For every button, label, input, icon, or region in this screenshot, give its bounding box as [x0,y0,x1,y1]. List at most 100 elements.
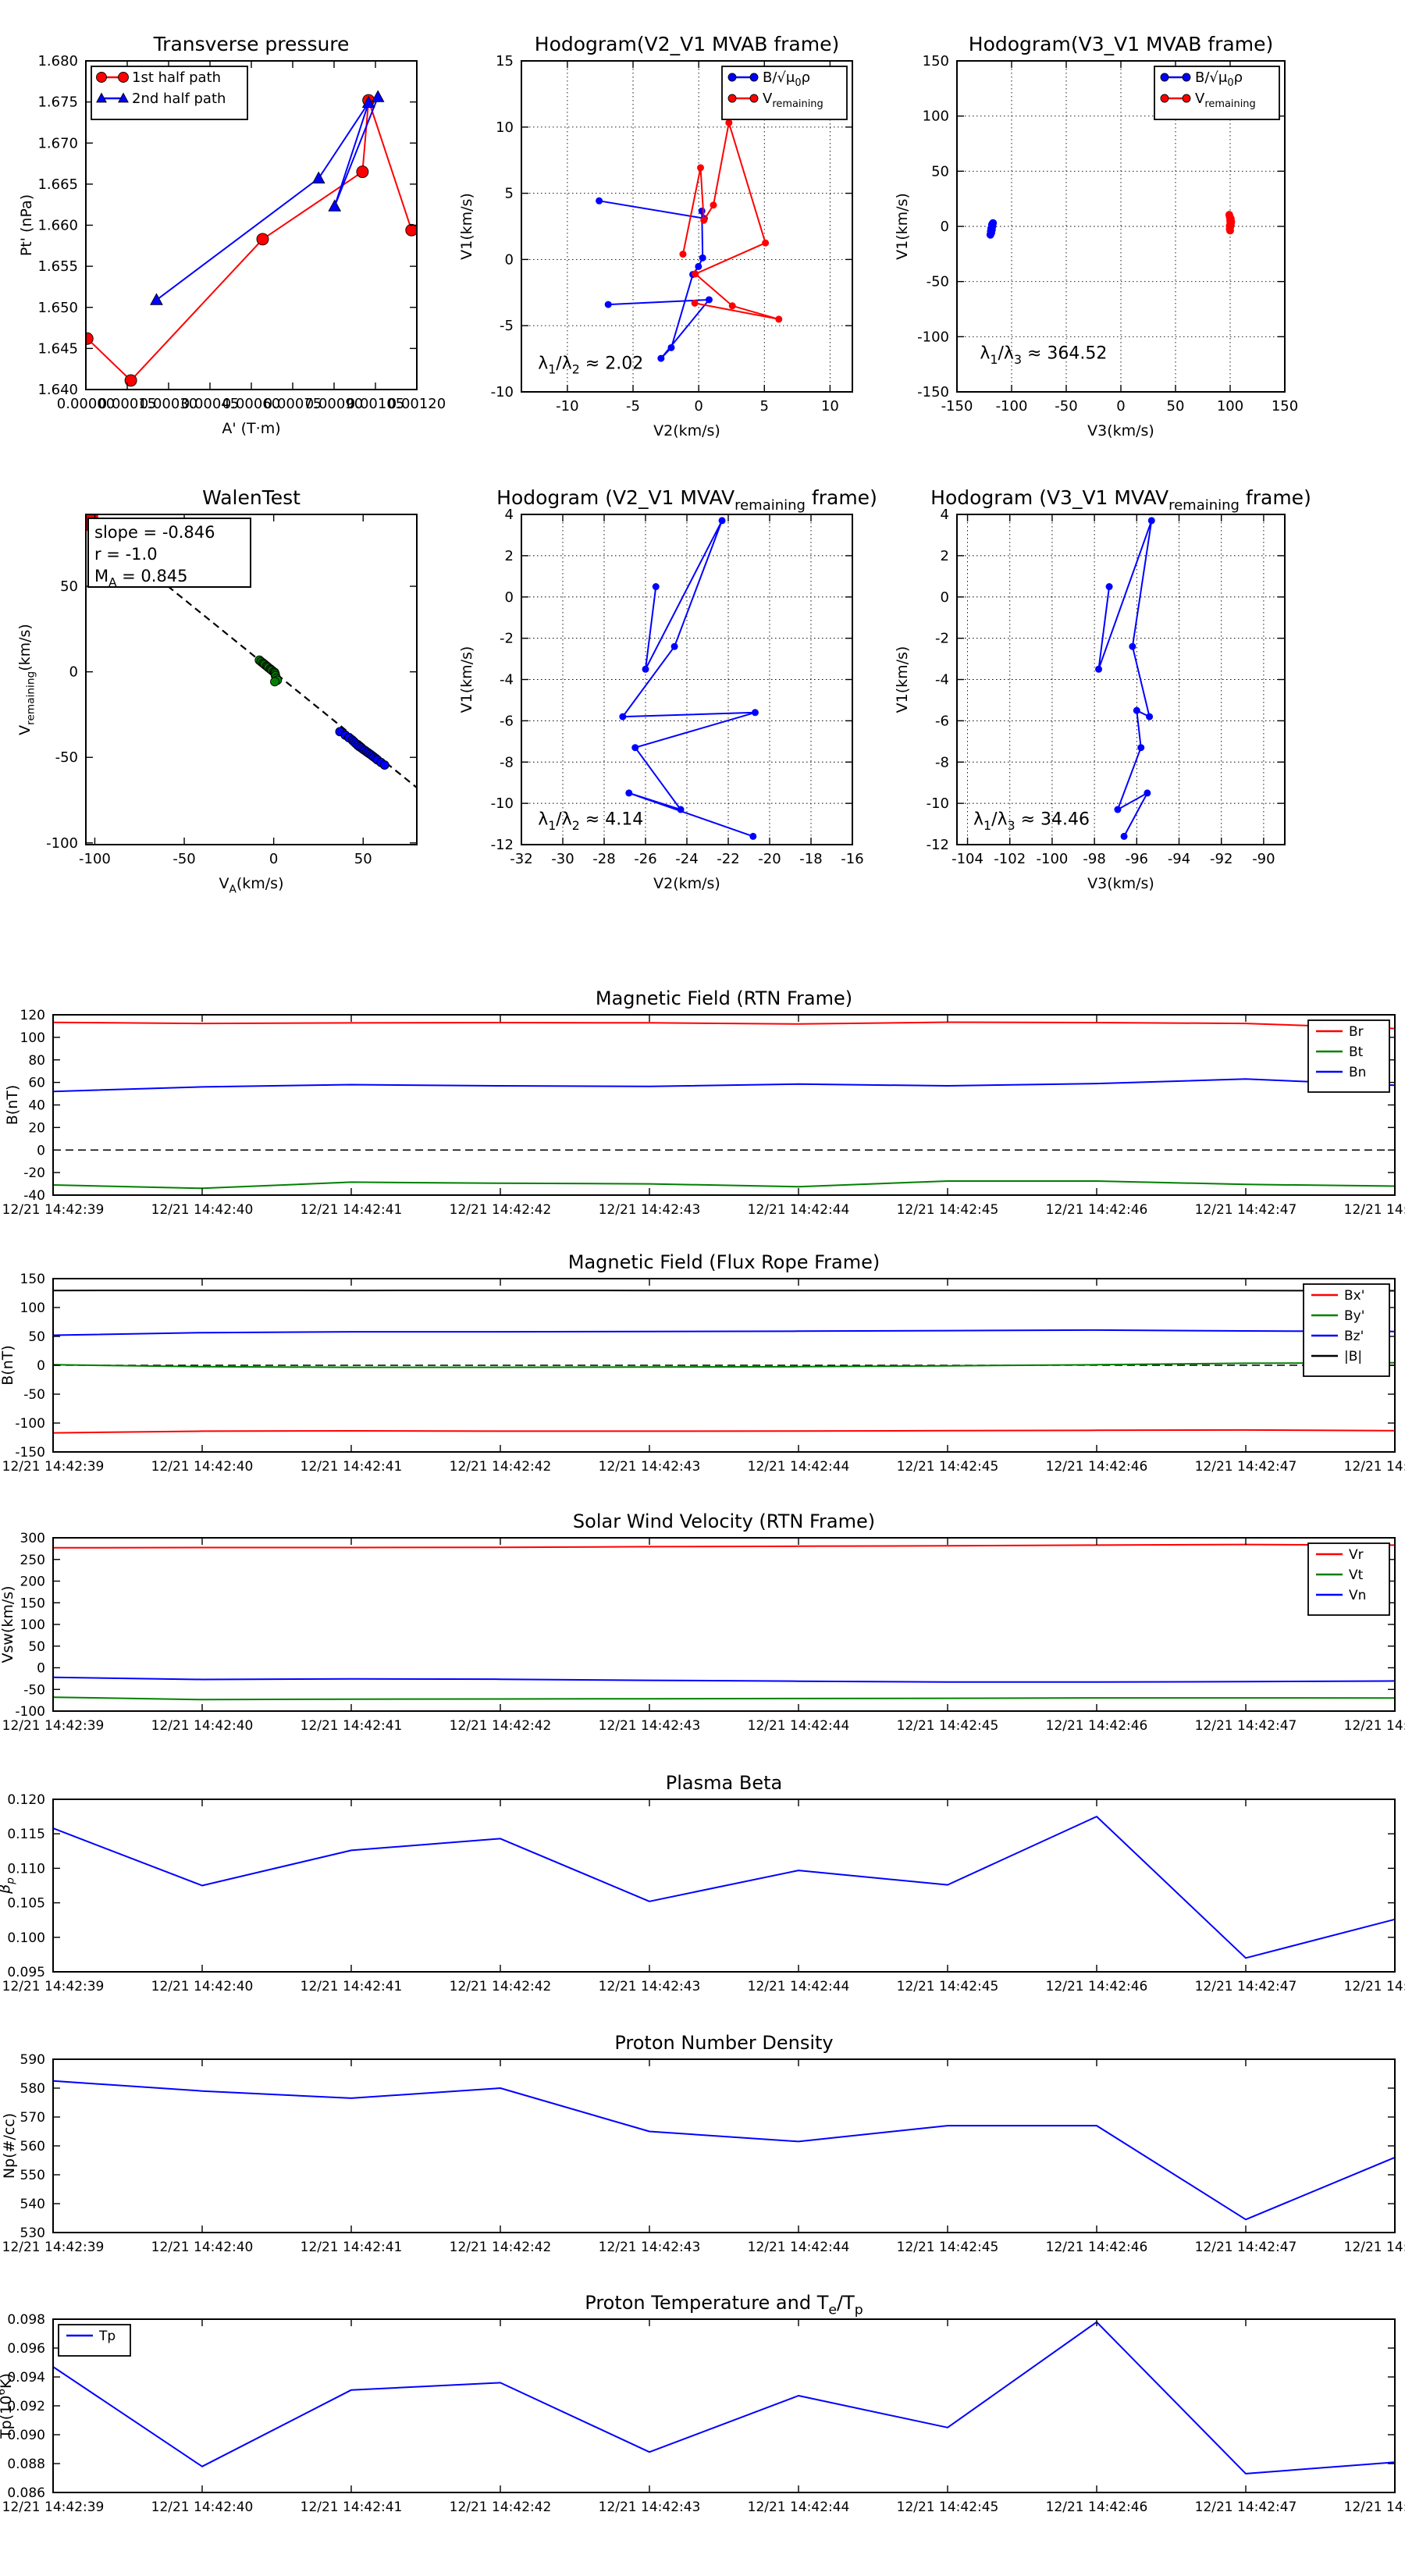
y-tick-label: 120 [20,1008,45,1023]
y-tick-label: 0.094 [7,2370,45,2386]
series-Bx-prime [52,1429,1396,1434]
y-tick-label: 560 [20,2139,45,2154]
x-tick-label: 12/21 14:42:41 [301,1202,403,1218]
legend-label: Vn [1349,1588,1366,1603]
legend-label: Bz' [1344,1329,1364,1344]
y-tick-label: 100 [20,1617,45,1633]
y-tick-label: 150 [923,53,949,69]
y-tick-label: 0.086 [7,2485,45,2501]
panel-solar-wind-velocity: 12/21 14:42:39 12/21 14:42:40 12/21 14:42:… [0,1510,1405,1734]
legend: B/√μ0ρ Vremaining [721,66,848,120]
legend-label: |B| [1344,1349,1362,1364]
y-tick-label: -100 [46,835,78,852]
y-axis-label: V1(km/s) [458,646,475,713]
x-tick-label: 0 [269,851,278,867]
plot-area [52,1290,1396,1434]
legend: Bx' By' Bz' |B| [1303,1283,1390,1377]
x-tick-label: 0.00000 [57,396,115,412]
y-tick-label: 60 [28,1076,45,1091]
panel-walen-test: -100 -50 0 50 -100 -50 0 50 WalenTest VA(km/s) Vre… [16,486,418,895]
y-tick-label: 580 [20,2081,45,2097]
y-tick-label: 0 [69,664,78,681]
series-Vn [52,1676,1396,1683]
x-tick-label: 12/21 14:42:47 [1195,1459,1297,1475]
x-tick-label: -22 [717,851,739,867]
x-tick-label: 12/21 14:42:48 [1344,2500,1405,2515]
y-tick-label: 80 [28,1053,45,1069]
series-Np [52,2080,1396,2221]
y-axis-label: Pt' (nPa) [18,194,35,256]
legend-label: Bn [1349,1065,1366,1080]
x-tick-label: -20 [758,851,781,867]
x-tick-label: 12/21 14:42:41 [301,1718,403,1734]
series-Bz-prime [52,1329,1396,1336]
x-tick-label: 12/21 14:42:44 [748,1202,850,1218]
y-tick-label: 530 [20,2226,45,2241]
y-tick-label: -4 [935,672,949,688]
y-tick-label: -100 [15,1704,45,1720]
y-tick-label: -5 [500,318,514,334]
x-axis-label: V3(km/s) [1087,875,1154,892]
series-V-hodogram [619,517,759,840]
y-tick-label: -6 [500,713,514,729]
annotation: λ1/λ3 ≈ 364.52 [980,344,1107,367]
y-tick-label: 550 [20,2168,45,2183]
x-tick-label: 12/21 14:42:48 [1344,2240,1405,2255]
legend: Tp [58,2324,131,2357]
plot-area [52,1543,1396,1701]
legend-label: Br [1349,1024,1364,1040]
panel-title: Transverse pressure [153,33,350,55]
x-tick-label: 12/21 14:42:42 [450,1718,552,1734]
ticks [956,60,1286,393]
y-tick-label: 0.090 [7,2428,45,2443]
x-tick-label: -94 [1168,851,1190,867]
x-tick-label: 12/21 14:42:48 [1344,1202,1405,1218]
x-tick-label: 12/21 14:42:47 [1195,2500,1297,2515]
panel-proton-temperature: 12/21 14:42:39 12/21 14:42:40 12/21 14:42:… [0,2292,1405,2515]
y-tick-label: 0.095 [7,1965,45,1980]
y-tick-label: 0 [941,589,949,606]
panel-title: Magnetic Field (Flux Rope Frame) [568,1251,880,1273]
legend-label: Vremaining [1195,91,1256,110]
x-tick-label: -50 [1055,398,1077,415]
x-tick-label: 12/21 14:42:42 [450,1979,552,1994]
x-tick-label: 12/21 14:42:40 [151,1459,254,1475]
y-tick-label: 0 [37,1358,45,1374]
panel-title: Proton Number Density [614,2032,833,2054]
plot-area [52,2321,1396,2475]
y-tick-label: 100 [923,109,949,125]
x-tick-label: 0 [1116,398,1125,415]
series-Bn [52,1078,1396,1093]
x-tick-label: 0.00030 [140,396,197,412]
x-tick-label: -102 [994,851,1026,867]
y-tick-label: 50 [28,1329,45,1345]
y-tick-label: 1.655 [37,258,78,275]
panel-hodogram-v2v1-mvav: -32 -30 -28 -26 -24 -22 -20 -18 -16-12-10-8-6-4-… [458,486,877,892]
y-tick-label: 0.100 [7,1930,45,1946]
y-tick-label: 150 [20,1272,45,1287]
y-tick-label: -4 [500,672,514,688]
y-tick-label: 50 [28,1639,45,1655]
info-box: slope = -0.846 r = -1.0 MA = 0.845 [87,518,251,589]
y-tick-label: 540 [20,2197,45,2212]
x-tick-label: 12/21 14:42:45 [897,1202,999,1218]
series-cluster-green [254,655,283,687]
y-tick-label: -50 [55,749,78,766]
x-tick-label: 100 [1217,398,1243,415]
x-tick-label: 12/21 14:42:45 [897,2500,999,2515]
x-tick-label: 12/21 14:42:46 [1046,2500,1148,2515]
series-Vt [52,1696,1396,1701]
x-tick-label: -98 [1083,851,1105,867]
y-tick-label: -10 [927,795,949,812]
y-tick-label: 4 [941,507,949,523]
x-tick-label: -28 [592,851,615,867]
annotation: λ1/λ2 ≈ 2.02 [538,354,643,376]
x-tick-label: 12/21 14:42:40 [151,1202,254,1218]
x-tick-label: 12/21 14:42:41 [301,2240,403,2255]
plot-area [52,1816,1396,1959]
x-tick-label: 12/21 14:42:48 [1344,1718,1405,1734]
x-tick-label: -100 [1037,851,1069,867]
y-tick-label: 1.680 [37,53,78,69]
plot-area [52,1021,1396,1190]
